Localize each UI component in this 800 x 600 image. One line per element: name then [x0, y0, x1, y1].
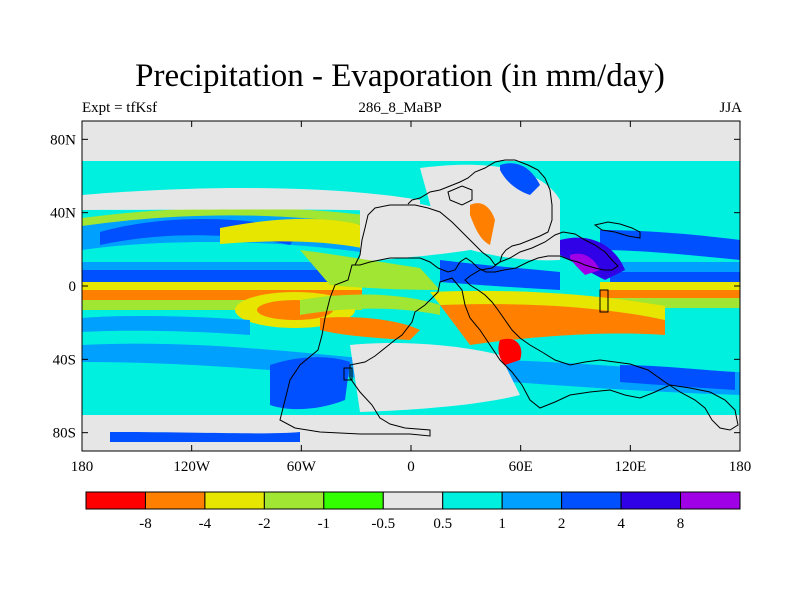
colorbar-label: -4: [199, 516, 212, 532]
colorbar-swatch: [323, 491, 384, 510]
lat-tick-label: 0: [69, 279, 77, 295]
season-label: JJA: [719, 100, 742, 116]
colorbar-swatch: [382, 491, 444, 510]
coastlines: [279, 159, 739, 437]
colorbar-swatch: [680, 491, 741, 510]
experiment-label: Expt = tfKsf: [82, 100, 158, 116]
colorbar-label: -0.5: [371, 516, 395, 532]
colorbar-swatch: [620, 491, 682, 510]
map-title: Precipitation - Evaporation (in mm/day): [135, 58, 665, 94]
lon-tick-label: 60W: [287, 459, 317, 475]
lat-tick-label: 80S: [53, 426, 76, 442]
colorbar-swatch: [501, 491, 563, 510]
colorbar-label: -1: [318, 516, 331, 532]
colorbar-label: 4: [617, 516, 625, 532]
colorbar-label: -2: [258, 516, 271, 532]
lon-tick-label: 120E: [614, 459, 646, 475]
lat-tick-label: 40S: [53, 352, 76, 368]
lat-tick-label: 40N: [50, 206, 76, 222]
colorbar-label: -8: [139, 516, 152, 532]
colorbar-swatch: [561, 491, 622, 510]
colorbar-swatch: [144, 491, 206, 510]
colorbar-label: 1: [498, 516, 506, 532]
colorbar-label: 0.5: [433, 516, 452, 532]
lon-tick-label: 60E: [509, 459, 533, 475]
colorbar-label: 2: [558, 516, 566, 532]
colorbar-swatch: [85, 491, 146, 510]
axis-ticks: 80N 40N 0 40S 80S 180 120W 60W 0 60E 120E 180: [50, 121, 751, 475]
colorbar-swatch: [263, 491, 325, 510]
colorbar: -8 -4 -2 -1 -0.5 0.5 1 2 4 8: [85, 491, 741, 532]
lat-tick-label: 80N: [50, 132, 76, 148]
lon-tick-label: 120W: [173, 459, 211, 475]
precip-field: [82, 121, 740, 451]
lon-tick-label: 0: [407, 459, 415, 475]
lon-tick-label: 180: [71, 459, 94, 475]
colorbar-swatch: [204, 491, 265, 510]
period-label: 286_8_MaBP: [358, 100, 442, 116]
colorbar-label: 8: [677, 516, 685, 532]
colorbar-swatch: [442, 491, 503, 510]
lon-tick-label: 180: [729, 459, 752, 475]
